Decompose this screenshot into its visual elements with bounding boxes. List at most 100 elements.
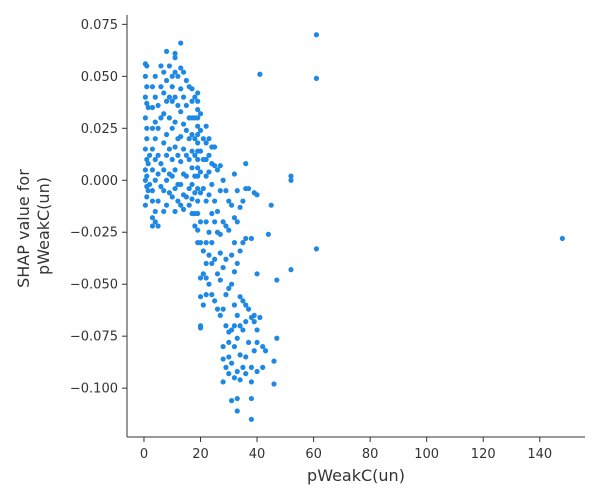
data-point bbox=[251, 348, 257, 354]
data-point bbox=[220, 306, 226, 312]
data-point bbox=[254, 192, 260, 198]
data-point bbox=[169, 73, 175, 79]
data-point bbox=[189, 98, 195, 104]
data-point bbox=[195, 227, 201, 233]
data-point bbox=[206, 252, 212, 258]
data-point bbox=[220, 177, 226, 183]
data-point bbox=[231, 240, 238, 246]
data-point bbox=[180, 94, 187, 100]
data-point bbox=[271, 381, 277, 387]
data-point bbox=[195, 210, 201, 217]
data-point bbox=[313, 32, 320, 38]
data-point bbox=[161, 140, 167, 146]
data-point bbox=[209, 240, 215, 246]
data-point bbox=[158, 115, 164, 121]
data-point bbox=[175, 73, 181, 79]
data-point bbox=[245, 306, 252, 312]
data-point bbox=[163, 48, 170, 54]
data-point bbox=[166, 190, 173, 196]
data-point bbox=[178, 202, 184, 208]
data-point bbox=[192, 190, 198, 196]
data-point bbox=[203, 260, 209, 267]
data-point bbox=[209, 210, 215, 217]
data-point bbox=[220, 343, 226, 350]
data-point bbox=[152, 136, 158, 142]
data-point bbox=[197, 127, 204, 133]
data-point bbox=[192, 94, 198, 100]
data-point bbox=[149, 223, 156, 229]
data-point bbox=[237, 294, 243, 300]
data-point bbox=[251, 312, 257, 318]
data-point bbox=[178, 86, 184, 92]
data-point bbox=[288, 177, 294, 183]
data-point bbox=[240, 327, 246, 333]
data-point bbox=[209, 292, 215, 298]
data-point bbox=[155, 125, 161, 131]
data-point bbox=[166, 115, 173, 121]
y-axis-label-line-1: SHAP value for bbox=[14, 169, 33, 288]
data-point bbox=[175, 152, 181, 158]
data-point bbox=[195, 115, 201, 121]
data-point bbox=[178, 40, 184, 46]
data-point bbox=[144, 63, 150, 69]
data-point bbox=[183, 173, 189, 179]
data-point bbox=[178, 109, 184, 115]
data-point bbox=[262, 348, 269, 354]
data-point bbox=[197, 111, 204, 117]
data-point bbox=[271, 358, 277, 364]
data-point bbox=[220, 356, 226, 362]
y-axis-label: SHAP value for pWeakC(un) bbox=[14, 164, 53, 288]
data-point bbox=[169, 173, 175, 179]
data-point bbox=[200, 302, 206, 308]
data-point bbox=[217, 277, 223, 283]
data-point bbox=[254, 271, 260, 277]
data-point bbox=[229, 252, 235, 258]
data-point bbox=[226, 371, 232, 377]
data-point bbox=[195, 131, 201, 138]
data-point bbox=[217, 188, 223, 194]
data-point bbox=[149, 188, 156, 194]
data-point bbox=[220, 219, 226, 225]
data-point bbox=[149, 104, 156, 111]
data-point bbox=[142, 115, 148, 121]
data-point bbox=[172, 50, 178, 57]
data-point bbox=[197, 148, 204, 154]
data-point bbox=[169, 194, 175, 200]
data-point bbox=[144, 136, 150, 142]
data-point bbox=[234, 260, 240, 267]
data-point bbox=[155, 198, 161, 204]
x-tick-label: 140 bbox=[527, 447, 552, 462]
data-point bbox=[145, 104, 151, 111]
data-point bbox=[206, 152, 212, 158]
data-point bbox=[240, 240, 246, 246]
data-point bbox=[274, 277, 280, 283]
data-point bbox=[172, 185, 178, 192]
data-point bbox=[237, 352, 243, 358]
data-point bbox=[203, 140, 209, 146]
data-point bbox=[197, 240, 204, 246]
data-point bbox=[178, 134, 184, 140]
data-point bbox=[288, 173, 294, 179]
data-point bbox=[206, 136, 212, 142]
y-tick-label: −0.050 bbox=[70, 278, 118, 293]
data-point bbox=[206, 281, 212, 287]
data-point bbox=[223, 364, 229, 370]
data-point bbox=[254, 339, 260, 346]
data-point bbox=[149, 198, 156, 204]
data-point bbox=[200, 248, 206, 254]
data-point bbox=[245, 185, 252, 192]
data-point bbox=[189, 196, 195, 202]
data-point bbox=[234, 312, 240, 318]
data-point bbox=[142, 146, 148, 152]
data-point bbox=[197, 219, 204, 225]
data-point bbox=[189, 181, 195, 188]
data-point bbox=[559, 235, 565, 242]
data-point bbox=[217, 231, 223, 237]
data-point bbox=[243, 161, 249, 167]
data-point bbox=[214, 271, 221, 277]
y-tick-label: 0.000 bbox=[81, 174, 118, 189]
data-point bbox=[203, 156, 209, 163]
data-point bbox=[254, 327, 260, 333]
data-point bbox=[155, 171, 161, 177]
